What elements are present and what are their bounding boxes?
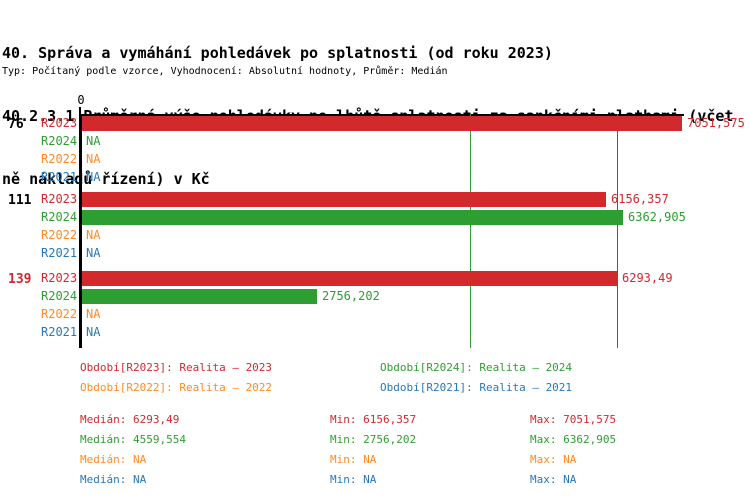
row-label-R2021: R2021: [41, 325, 78, 339]
bar-value-label: 6293,49: [622, 271, 673, 285]
na-label: NA: [86, 325, 101, 339]
row-label-R2023: R2023: [41, 192, 78, 206]
na-label: NA: [86, 152, 101, 166]
bar-value-label: 6362,905: [628, 210, 686, 224]
stat-max-row-0: Max: 7051,575: [530, 413, 617, 426]
stat-max-row-2: Max: NA: [530, 453, 577, 466]
row-label-R2024: R2024: [41, 210, 78, 224]
bar-R2023-group-139: [82, 271, 617, 286]
bar-R2024-group-139: [82, 289, 317, 304]
group-label-76: 76: [8, 117, 24, 132]
legend-item-2: Období[R2022]: Realita – 2022: [80, 381, 273, 394]
axis-line-vertical: [79, 114, 82, 348]
group-label-111: 111: [8, 193, 32, 208]
legend-item-3: Období[R2021]: Realita – 2021: [380, 381, 573, 394]
stat-min-row-3: Min: NA: [330, 473, 377, 486]
legend-item-0: Období[R2023]: Realita – 2023: [80, 361, 273, 374]
title-line-1: 40. Správa a vymáhání pohledávek po spla…: [2, 44, 553, 62]
bar-R2024-group-111: [82, 210, 623, 225]
title-line-3: ně nákladů řízení) v Kč: [2, 170, 210, 188]
bar-value-label: 7051,575: [687, 116, 745, 130]
group-label-139: 139: [8, 272, 32, 287]
stat-median-row-0: Medián: 6293,49: [80, 413, 180, 426]
stat-median-row-2: Medián: NA: [80, 453, 147, 466]
legend-item-1: Období[R2024]: Realita – 2024: [380, 361, 573, 374]
axis-line-horizontal: [80, 114, 684, 116]
row-label-R2022: R2022: [41, 228, 78, 242]
row-label-R2022: R2022: [41, 152, 78, 166]
row-label-R2024: R2024: [41, 289, 78, 303]
chart-meta-line: Typ: Počítaný podle vzorce, Vyhodnocení:…: [2, 66, 448, 77]
bar-R2023-group-111: [82, 192, 606, 207]
na-label: NA: [86, 246, 101, 260]
row-label-R2022: R2022: [41, 307, 78, 321]
row-label-R2024: R2024: [41, 134, 78, 148]
row-label-R2023: R2023: [41, 271, 78, 285]
stat-min-row-0: Min: 6156,357: [330, 413, 417, 426]
bar-value-label: 6156,357: [611, 192, 669, 206]
stat-min-row-2: Min: NA: [330, 453, 377, 466]
bar-R2023-group-76: [82, 116, 682, 131]
row-label-R2021: R2021: [41, 246, 78, 260]
stat-max-row-1: Max: 6362,905: [530, 433, 617, 446]
na-label: NA: [86, 170, 101, 184]
axis-origin-label: 0: [77, 93, 85, 107]
na-label: NA: [86, 307, 101, 321]
na-label: NA: [86, 134, 101, 148]
bar-value-label: 2756,202: [322, 289, 380, 303]
row-label-R2021: R2021: [41, 170, 78, 184]
stat-median-row-3: Medián: NA: [80, 473, 147, 486]
axis-tick: [79, 107, 81, 114]
stat-min-row-1: Min: 2756,202: [330, 433, 417, 446]
row-label-R2023: R2023: [41, 116, 78, 130]
reference-line-median-R2023: [617, 114, 618, 348]
reference-line-median-R2024: [470, 114, 471, 348]
stat-median-row-1: Medián: 4559,554: [80, 433, 186, 446]
na-label: NA: [86, 228, 101, 242]
stat-max-row-3: Max: NA: [530, 473, 577, 486]
